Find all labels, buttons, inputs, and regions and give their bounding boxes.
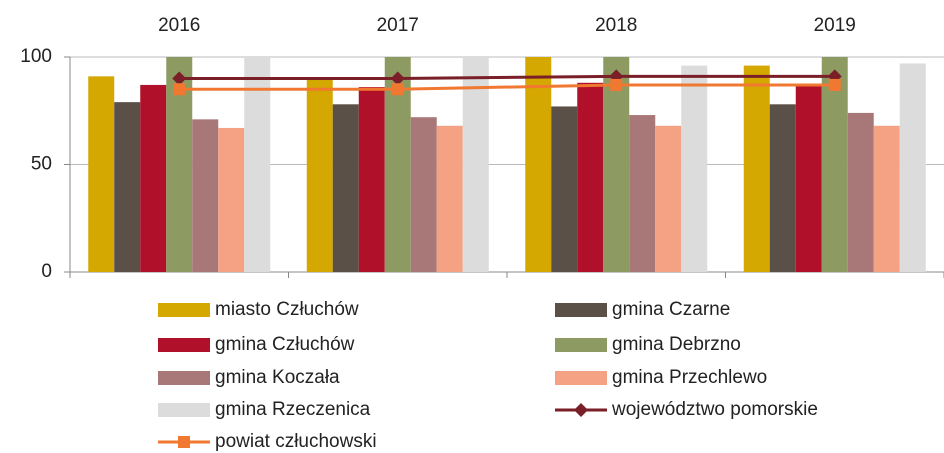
legend-swatch: [178, 436, 190, 448]
bar: [743, 65, 770, 272]
bar: [114, 102, 141, 273]
bar: [603, 57, 630, 272]
x-tick-label: 2016: [158, 15, 200, 36]
legend-swatch: [158, 403, 210, 417]
bar: [629, 115, 656, 272]
marker: [391, 83, 404, 96]
y-tick-label: 100: [20, 46, 52, 67]
bar: [436, 125, 463, 272]
legend-label: gmina Rzeczenica: [215, 399, 371, 420]
bar: [655, 125, 682, 272]
bar: [410, 117, 437, 272]
legend-swatch: [555, 303, 607, 317]
legend-swatch: [555, 338, 607, 352]
legend-swatch: [574, 403, 588, 417]
bar: [88, 76, 115, 272]
line: [179, 83, 835, 91]
legend-label: gmina Człuchów: [215, 334, 355, 355]
legend-label: gmina Przechlewo: [612, 367, 767, 388]
bar: [192, 119, 219, 272]
bar: [244, 57, 271, 272]
marker: [828, 78, 841, 91]
legend-swatch: [158, 338, 210, 352]
line: [179, 74, 835, 80]
legend-label: województwo pomorskie: [611, 399, 818, 420]
bar: [218, 127, 245, 272]
bar: [525, 57, 552, 272]
bar: [873, 125, 900, 272]
bar: [577, 82, 604, 272]
legend-label: gmina Czarne: [612, 299, 730, 320]
legend-swatch: [158, 371, 210, 385]
x-tick-label: 2018: [595, 15, 637, 36]
bar: [681, 65, 708, 272]
legend-label: miasto Człuchów: [215, 299, 359, 320]
legend-label: gmina Koczała: [215, 367, 340, 388]
bar: [306, 78, 333, 272]
bar: [899, 63, 926, 273]
y-tick-label: 50: [31, 154, 52, 175]
bar: [358, 87, 385, 272]
bar: [821, 57, 848, 272]
marker: [173, 83, 186, 96]
legend-label: powiat człuchowski: [215, 431, 377, 452]
marker: [610, 78, 623, 91]
bar: [847, 112, 874, 273]
bar: [551, 106, 578, 272]
legend-swatch: [555, 371, 607, 385]
legend-label: gmina Debrzno: [612, 334, 741, 355]
legend-swatch: [158, 303, 210, 317]
bar: [795, 84, 822, 272]
bar: [140, 84, 167, 272]
bar: [462, 57, 489, 272]
marker: [390, 71, 405, 86]
x-tick-label: 2017: [377, 15, 419, 36]
x-tick-label: 2019: [814, 15, 856, 36]
marker: [172, 71, 187, 86]
y-tick-label: 0: [41, 261, 52, 282]
bar: [769, 104, 796, 272]
bar: [332, 104, 359, 272]
